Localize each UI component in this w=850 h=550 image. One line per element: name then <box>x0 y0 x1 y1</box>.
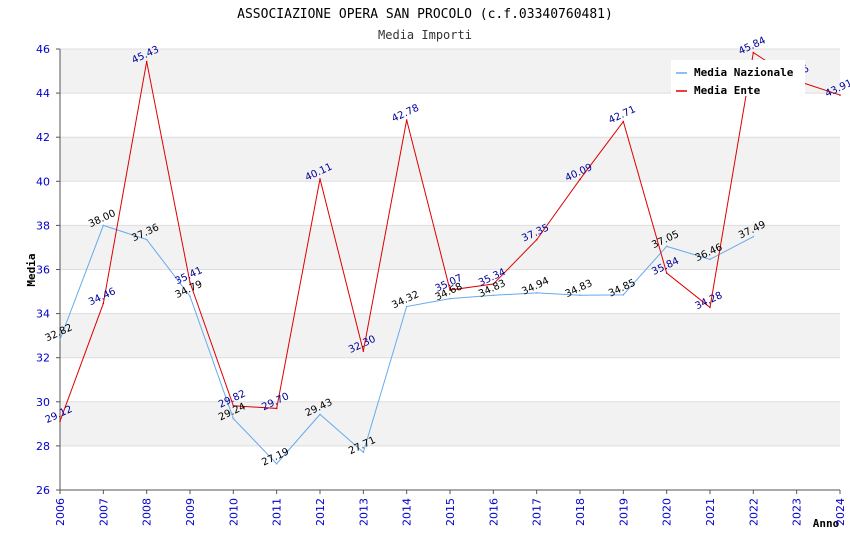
data-label: 34.28 <box>694 290 725 312</box>
x-tick-label: 2007 <box>97 498 110 526</box>
data-point <box>189 295 191 297</box>
data-point <box>752 235 755 238</box>
data-point <box>189 281 191 284</box>
chart-title: ASSOCIAZIONE OPERA SAN PROCOLO (c.f.0334… <box>237 7 613 22</box>
y-tick-label: 30 <box>36 396 50 409</box>
data-point <box>102 224 105 227</box>
data-label: 34.85 <box>607 278 638 300</box>
x-tick-label: 2014 <box>401 498 414 526</box>
data-label: 34.83 <box>564 278 595 300</box>
data-point <box>59 338 61 341</box>
y-tick-label: 36 <box>36 264 50 277</box>
x-tick-label: 2024 <box>834 498 847 526</box>
x-tick-label: 2019 <box>617 498 630 526</box>
x-tick-label: 2017 <box>531 498 544 526</box>
data-point <box>145 238 148 241</box>
data-point <box>622 294 625 296</box>
x-tick-label: 2023 <box>791 498 804 526</box>
x-tick-labels: 2006 2007 2008 2009 2010 2011 2012 2013 2014 2015… <box>54 490 847 526</box>
x-tick-label: 2022 <box>747 498 760 526</box>
data-point <box>102 302 105 305</box>
data-point <box>622 120 625 123</box>
data-label: 34.94 <box>520 276 551 298</box>
data-point <box>362 350 365 352</box>
data-point <box>535 292 538 294</box>
data-point <box>535 238 538 241</box>
data-point <box>579 294 581 297</box>
data-point <box>709 306 711 309</box>
x-tick-label: 2016 <box>487 498 500 526</box>
y-tick-label: 28 <box>36 440 50 453</box>
data-point <box>449 289 451 291</box>
data-label: 34.32 <box>390 289 421 311</box>
y-tick-label: 38 <box>36 219 50 232</box>
legend-label-media-ente: Media Ente <box>694 84 761 97</box>
data-point <box>492 283 495 285</box>
x-tick-label: 2018 <box>574 498 587 526</box>
data-point <box>319 413 321 416</box>
data-point <box>449 297 451 300</box>
y-tick-label: 44 <box>36 87 50 100</box>
grid-band <box>60 401 840 446</box>
data-point <box>405 119 408 121</box>
grid-band <box>60 313 840 358</box>
data-point <box>665 245 668 248</box>
data-point <box>709 258 711 261</box>
data-point <box>145 60 148 63</box>
x-tick-label: 2008 <box>141 498 154 526</box>
y-tick-label: 32 <box>36 352 50 365</box>
x-tick-label: 2021 <box>704 498 717 526</box>
data-point <box>232 417 235 420</box>
x-tick-label: 2010 <box>227 498 240 526</box>
x-tick-label: 2013 <box>357 498 370 526</box>
y-tick-label: 26 <box>36 484 50 497</box>
data-point <box>362 451 365 454</box>
data-point <box>405 305 408 308</box>
y-tick-label: 42 <box>36 131 50 144</box>
legend-box <box>671 60 805 96</box>
grid-band <box>60 137 840 182</box>
x-tick-label: 2011 <box>271 498 284 526</box>
data-point <box>492 294 495 297</box>
x-tick-label: 2015 <box>444 498 457 526</box>
data-point <box>839 94 841 96</box>
data-label: 27.19 <box>260 446 291 468</box>
y-axis-label: Media <box>25 253 38 286</box>
y-tick-label: 34 <box>36 308 50 321</box>
x-tick-label: 2009 <box>184 498 197 526</box>
data-point <box>579 178 581 181</box>
x-tick-label: 2020 <box>661 498 674 526</box>
x-tick-label: 2012 <box>314 498 327 526</box>
data-point <box>752 51 755 54</box>
series-lines <box>59 51 841 465</box>
plot-background <box>60 48 840 491</box>
data-point <box>275 407 278 410</box>
y-tick-label: 46 <box>36 43 50 56</box>
legend: Media Nazionale Media Ente <box>671 60 805 97</box>
legend-label-media-nazionale: Media Nazionale <box>694 66 794 79</box>
chart-subtitle: Media Importi <box>378 28 472 42</box>
x-axis-label: Anno <box>813 517 840 530</box>
data-point <box>319 178 321 180</box>
x-tick-label: 2006 <box>54 498 67 526</box>
grid-band <box>60 225 840 270</box>
data-point <box>275 462 278 465</box>
y-tick-labels: 26 28 30 32 34 36 38 40 42 44 46 <box>36 43 60 497</box>
data-point <box>665 272 668 274</box>
data-point <box>59 420 61 423</box>
data-label: 42.78 <box>390 103 421 125</box>
data-point <box>232 404 235 407</box>
y-tick-label: 40 <box>36 175 50 188</box>
